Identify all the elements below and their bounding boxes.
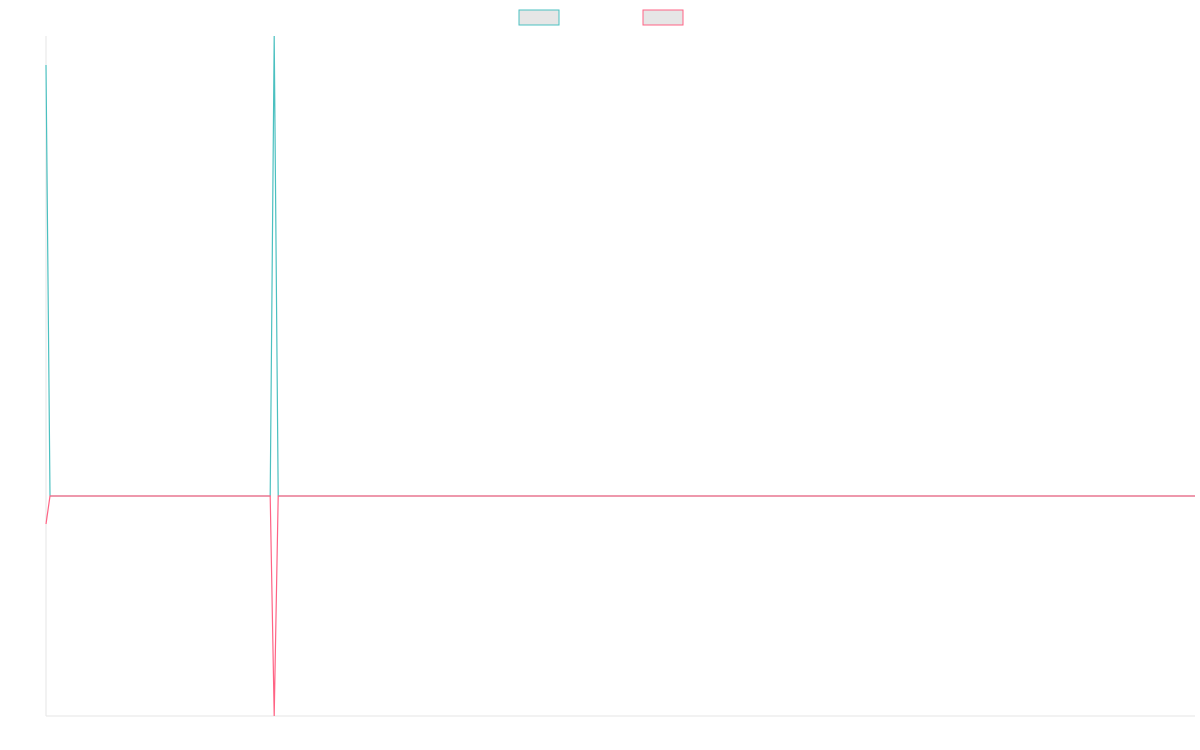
series-line: [45, 35, 1195, 497]
legend-swatch: [642, 9, 684, 26]
legend-swatch: [518, 9, 560, 26]
series-line: [45, 495, 1195, 717]
